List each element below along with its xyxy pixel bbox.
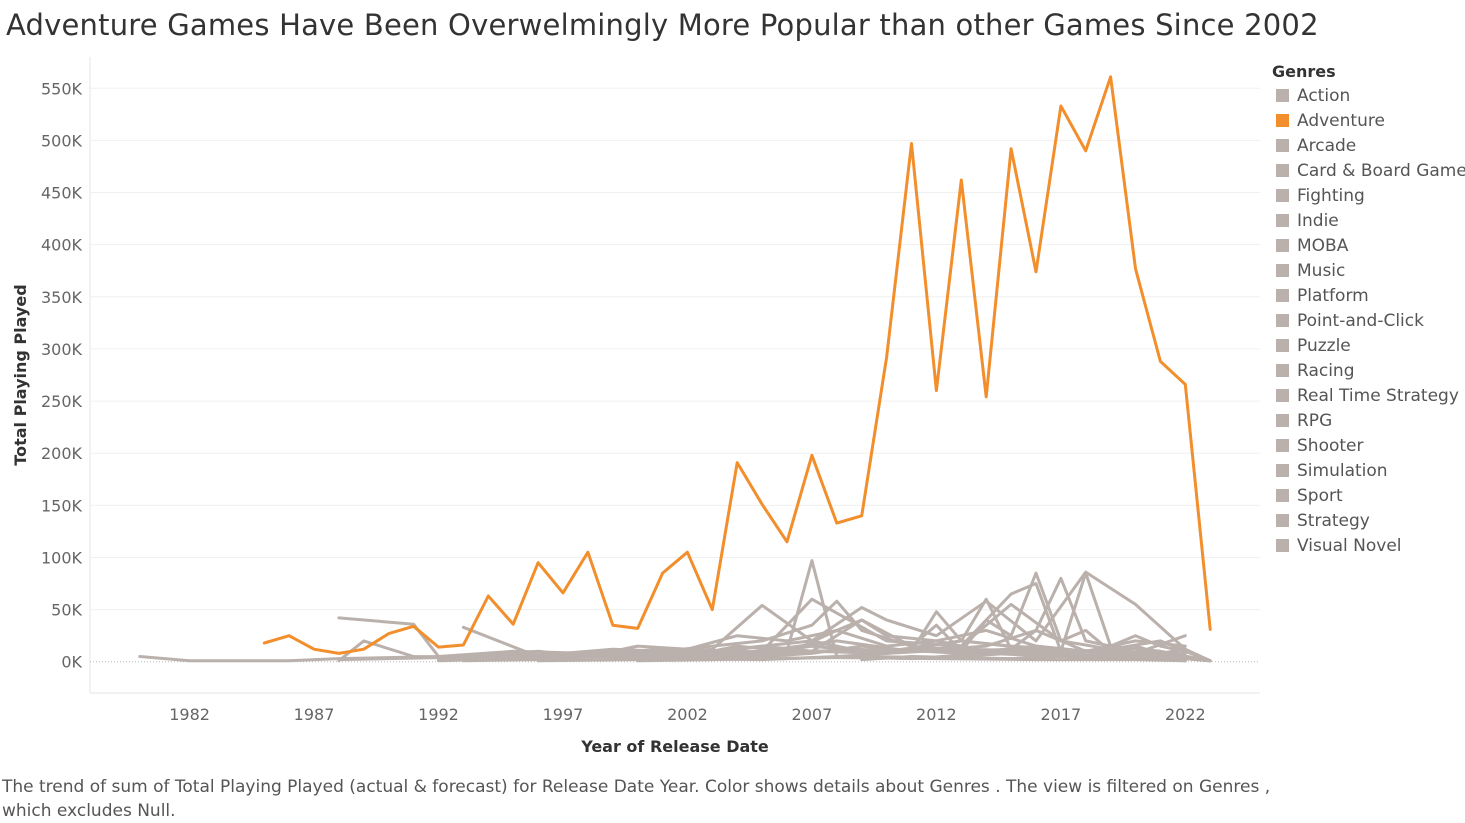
y-tick-label: 450K (41, 184, 83, 203)
y-tick-label: 300K (41, 340, 83, 359)
legend-swatch (1276, 414, 1289, 427)
legend-item-music[interactable]: Music (1272, 259, 1465, 284)
legend-swatch (1276, 439, 1289, 452)
legend-label: Music (1297, 261, 1346, 281)
y-tick-label: 150K (41, 496, 83, 515)
legend-item-visual-novel[interactable]: Visual Novel (1272, 534, 1465, 559)
y-tick-label: 550K (41, 79, 83, 98)
series-layer (138, 75, 1212, 663)
legend-item-simulation[interactable]: Simulation (1272, 459, 1465, 484)
legend-item-point-and-click[interactable]: Point-and-Click (1272, 309, 1465, 334)
legend-item-shooter[interactable]: Shooter (1272, 434, 1465, 459)
series-line-adventure (262, 75, 1212, 655)
legend-label: Puzzle (1297, 336, 1351, 356)
legend-title: Genres (1272, 62, 1336, 81)
y-tick-label: 50K (51, 601, 82, 620)
legend-swatch (1276, 164, 1289, 177)
legend-item-strategy[interactable]: Strategy (1272, 509, 1465, 534)
legend-swatch (1276, 389, 1289, 402)
x-tick-label: 2007 (792, 705, 833, 724)
legend-item-fighting[interactable]: Fighting (1272, 184, 1465, 209)
legend-label: Strategy (1297, 511, 1370, 531)
legend-swatch (1276, 514, 1289, 527)
x-tick-label: 1997 (543, 705, 584, 724)
x-tick-label: 2012 (916, 705, 957, 724)
y-axis-ticks: 0K 50K 100K 150K 200K 250K 300K 350K 400K 450K 500… (41, 79, 83, 671)
legend-items: Action Adventure Arcade Card & Board Game Fi… (1272, 84, 1465, 559)
y-tick-label: 200K (41, 444, 83, 463)
legend-label: Adventure (1297, 111, 1385, 131)
legend-swatch (1276, 314, 1289, 327)
legend-label: Point-and-Click (1297, 311, 1424, 331)
y-tick-label: 0K (61, 653, 82, 672)
y-tick-label: 250K (41, 392, 83, 411)
y-axis-title: Total Playing Played (11, 284, 30, 465)
x-axis-ticks: 1982 1987 1992 1997 2002 2007 2012 2017 2022 (169, 705, 1205, 724)
legend-label: Arcade (1297, 136, 1357, 156)
y-tick-label: 100K (41, 548, 83, 567)
legend-label: Shooter (1297, 436, 1364, 456)
legend-label: Real Time Strategy (1297, 386, 1459, 406)
legend-label: MOBA (1297, 236, 1349, 256)
series-line-shooter (461, 570, 1187, 658)
legend-swatch (1276, 339, 1289, 352)
legend: Genres Action Adventure Arcade Card & Board… (1272, 62, 1465, 559)
series-line-strategy (461, 597, 1212, 663)
x-tick-label: 1987 (294, 705, 335, 724)
y-tick-label: 400K (41, 236, 83, 255)
plot-area (89, 57, 1260, 694)
legend-item-indie[interactable]: Indie (1272, 209, 1465, 234)
x-tick-label: 1982 (169, 705, 210, 724)
legend-swatch (1276, 89, 1289, 102)
legend-swatch (1276, 539, 1289, 552)
x-tick-label: 2022 (1165, 705, 1206, 724)
legend-item-sport[interactable]: Sport (1272, 484, 1465, 509)
series-line-visual-novel (636, 651, 1212, 663)
legend-swatch (1276, 464, 1289, 477)
chart-title: Adventure Games Have Been Overwelmingly … (6, 8, 1319, 42)
legend-label: Card & Board Game (1297, 161, 1465, 181)
legend-item-moba[interactable]: MOBA (1272, 234, 1465, 259)
legend-swatch (1276, 114, 1289, 127)
legend-swatch (1276, 289, 1289, 302)
legend-item-rpg[interactable]: RPG (1272, 409, 1465, 434)
legend-label: Sport (1297, 486, 1343, 506)
legend-label: Action (1297, 86, 1351, 106)
legend-item-adventure[interactable]: Adventure (1272, 109, 1465, 134)
legend-item-puzzle[interactable]: Puzzle (1272, 334, 1465, 359)
y-tick-label: 500K (41, 131, 83, 150)
legend-item-card-board-game[interactable]: Card & Board Game (1272, 159, 1465, 184)
x-axis-title: Year of Release Date (580, 737, 769, 756)
legend-item-arcade[interactable]: Arcade (1272, 134, 1465, 159)
legend-item-real-time-strategy[interactable]: Real Time Strategy (1272, 384, 1465, 409)
legend-swatch (1276, 214, 1289, 227)
legend-swatch (1276, 489, 1289, 502)
legend-item-racing[interactable]: Racing (1272, 359, 1465, 384)
legend-swatch (1276, 239, 1289, 252)
legend-label: Visual Novel (1297, 536, 1402, 556)
legend-label: Indie (1297, 211, 1339, 231)
legend-item-platform[interactable]: Platform (1272, 284, 1465, 309)
legend-label: Simulation (1297, 461, 1388, 481)
legend-label: Racing (1297, 361, 1355, 381)
chart-caption: The trend of sum of Total Playing Played… (2, 777, 1271, 821)
legend-label: Platform (1297, 286, 1369, 306)
legend-swatch (1276, 189, 1289, 202)
x-tick-label: 2002 (667, 705, 708, 724)
legend-swatch (1276, 139, 1289, 152)
legend-label: Fighting (1297, 186, 1365, 206)
x-tick-label: 1992 (418, 705, 459, 724)
legend-swatch (1276, 264, 1289, 277)
y-tick-label: 350K (41, 288, 83, 307)
legend-swatch (1276, 364, 1289, 377)
legend-item-action[interactable]: Action (1272, 84, 1465, 109)
legend-label: RPG (1297, 411, 1333, 431)
x-tick-label: 2017 (1040, 705, 1081, 724)
